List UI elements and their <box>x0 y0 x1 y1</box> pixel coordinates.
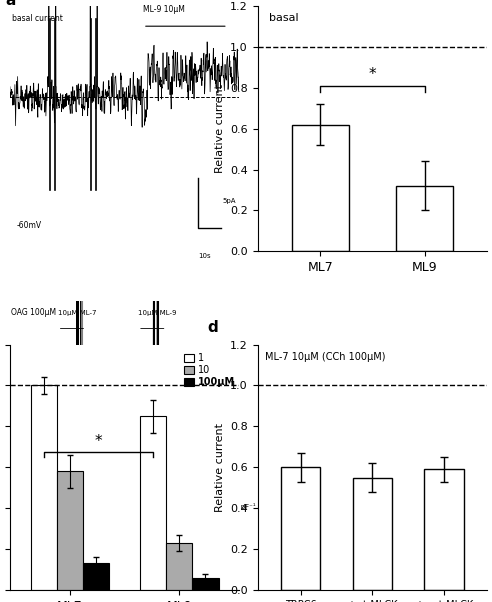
Text: 10μM ML-7: 10μM ML-7 <box>58 310 96 316</box>
Text: d: d <box>207 320 218 335</box>
Legend: 1, 10, 100μM: 1, 10, 100μM <box>181 350 239 391</box>
Bar <box>57 471 83 590</box>
Text: OAG 100μM: OAG 100μM <box>11 308 56 317</box>
Y-axis label: Relative current: Relative current <box>215 84 225 173</box>
Text: 10s: 10s <box>198 253 211 259</box>
Bar <box>192 578 218 590</box>
Text: ML-7 10μM (CCh 100μM): ML-7 10μM (CCh 100μM) <box>265 352 385 362</box>
Bar <box>166 543 192 590</box>
Text: a: a <box>5 0 16 8</box>
Y-axis label: Relative current: Relative current <box>215 423 225 512</box>
Text: basal current: basal current <box>12 14 63 23</box>
Bar <box>140 416 166 590</box>
Bar <box>31 385 57 590</box>
Text: *: * <box>94 434 102 449</box>
Text: 20s: 20s <box>197 567 210 573</box>
Text: ML-9 10μM: ML-9 10μM <box>143 5 185 14</box>
Bar <box>83 563 109 590</box>
Text: *: * <box>369 67 376 82</box>
Text: 5pA: 5pA <box>222 198 236 203</box>
Text: basal: basal <box>269 13 299 23</box>
Text: 10μM ML-9: 10μM ML-9 <box>138 310 177 316</box>
Bar <box>353 477 392 590</box>
Bar <box>281 467 320 590</box>
Text: -60mV: -60mV <box>17 221 42 230</box>
Bar <box>396 186 453 252</box>
Text: 2pA pF⁻¹: 2pA pF⁻¹ <box>225 503 255 510</box>
Bar <box>424 470 464 590</box>
Bar <box>292 125 349 252</box>
Text: -60mV: -60mV <box>16 547 41 556</box>
